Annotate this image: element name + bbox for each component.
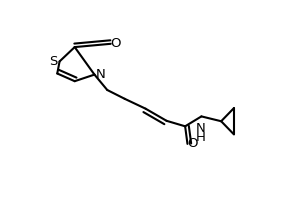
Text: H: H xyxy=(195,131,205,144)
Text: N: N xyxy=(195,122,205,135)
Text: N: N xyxy=(95,68,105,81)
Text: S: S xyxy=(49,55,57,68)
Text: O: O xyxy=(187,137,198,150)
Text: O: O xyxy=(111,37,121,50)
